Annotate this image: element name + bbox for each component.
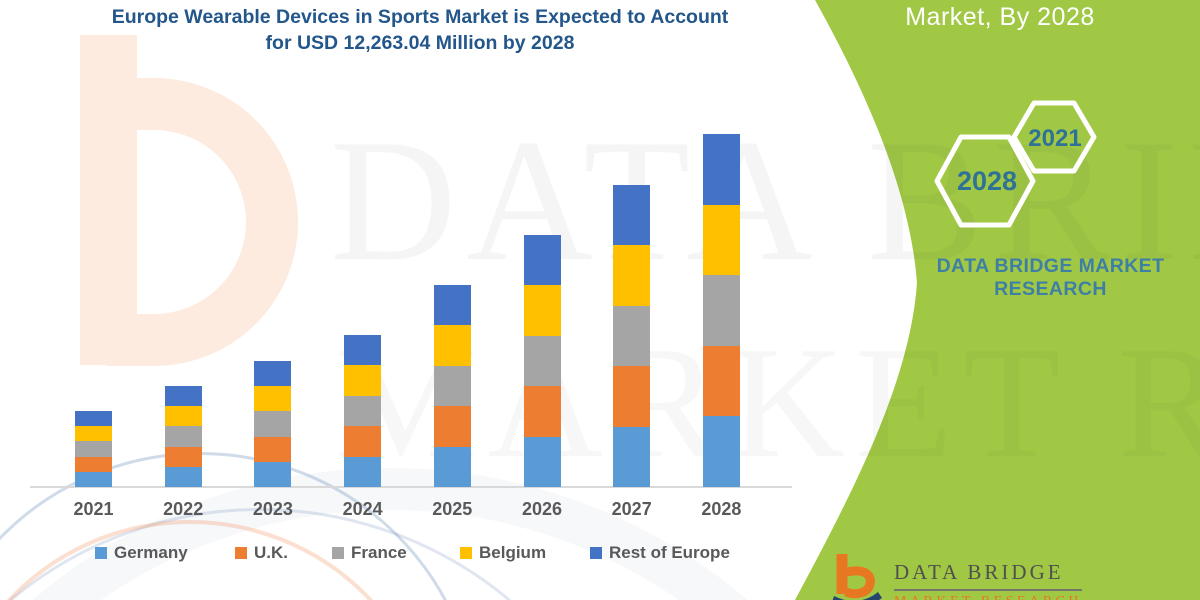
bar-segment-2027-belgium bbox=[613, 245, 651, 306]
bar-segment-2022-germany bbox=[164, 466, 202, 487]
bar-2021 bbox=[75, 411, 112, 487]
bar-segment-2027-germany bbox=[613, 426, 651, 487]
footer-brand-sub: MARKET RESEARCH bbox=[894, 594, 1082, 600]
bar-segment-2028-rest-of-europe bbox=[702, 134, 740, 205]
bar-segment-2026-belgium bbox=[523, 285, 561, 336]
bar-segment-2021-u-k- bbox=[75, 456, 112, 472]
bar-segment-2026-germany bbox=[523, 436, 561, 487]
legend-item-france: France bbox=[332, 543, 407, 563]
bar-2028 bbox=[702, 134, 740, 487]
bar-segment-2022-u-k- bbox=[164, 446, 202, 467]
footer-brand-textbox: DATA BRIDGE MARKET RESEARCH bbox=[894, 560, 1082, 600]
legend-label: Rest of Europe bbox=[609, 543, 730, 562]
data-bridge-logo-icon bbox=[832, 554, 882, 600]
legend-item-u-k-: U.K. bbox=[235, 543, 288, 563]
x-axis-line bbox=[30, 486, 792, 488]
chart-title-line1: Europe Wearable Devices in Sports Market… bbox=[111, 6, 729, 28]
bar-segment-2027-rest-of-europe bbox=[613, 185, 651, 246]
bar-2027 bbox=[613, 185, 651, 487]
bar-segment-2024-france bbox=[344, 395, 382, 427]
bar-segment-2027-u-k- bbox=[613, 366, 651, 427]
legend-swatch-icon bbox=[590, 547, 602, 559]
bar-segment-2025-u-k- bbox=[433, 406, 471, 447]
chart-legend: Germany U.K. France Belgium Rest of Europe bbox=[0, 543, 800, 567]
x-axis-label-2028: 2028 bbox=[701, 499, 742, 519]
bar-2026 bbox=[523, 235, 561, 487]
bar-segment-2023-germany bbox=[254, 461, 292, 487]
x-axis-label-2022: 2022 bbox=[163, 499, 204, 519]
bar-segment-2028-belgium bbox=[702, 204, 740, 276]
bar-segment-2023-rest-of-europe bbox=[254, 361, 292, 387]
green-panel-path bbox=[795, 0, 1200, 600]
bar-segment-2022-belgium bbox=[164, 406, 202, 427]
bar-segment-2024-belgium bbox=[344, 365, 382, 396]
bar-segment-2028-u-k- bbox=[702, 345, 740, 417]
bar-segment-2021-germany bbox=[75, 471, 112, 487]
x-axis-label-2027: 2027 bbox=[611, 499, 652, 519]
bar-segment-2021-france bbox=[75, 441, 112, 457]
bar-segment-2025-germany bbox=[433, 446, 471, 487]
footer-brand: DATA BRIDGE MARKET RESEARCH bbox=[832, 552, 1082, 600]
legend-label: Belgium bbox=[479, 543, 547, 562]
bar-segment-2025-rest-of-europe bbox=[433, 285, 471, 326]
bar-segment-2025-belgium bbox=[433, 325, 471, 366]
bar-2022 bbox=[164, 386, 202, 487]
footer-brand-name: DATA BRIDGE bbox=[894, 560, 1082, 591]
chart-title-line2: for USD 12,263.04 Million by 2028 bbox=[265, 32, 575, 54]
legend-label: U.K. bbox=[254, 543, 288, 562]
bar-segment-2021-rest-of-europe bbox=[75, 411, 112, 427]
bar-segment-2024-rest-of-europe bbox=[344, 335, 382, 366]
bar-segment-2024-u-k- bbox=[344, 426, 382, 457]
bar-segment-2028-france bbox=[702, 275, 740, 346]
chart-title: Europe Wearable Devices in Sports Market… bbox=[40, 4, 800, 56]
bar-segment-2028-germany bbox=[702, 416, 740, 487]
logo-swoosh bbox=[832, 592, 882, 600]
bar-2024 bbox=[344, 335, 382, 487]
bar-segment-2022-france bbox=[164, 426, 202, 447]
x-axis-label-2023: 2023 bbox=[252, 499, 293, 519]
x-axis-label-2021: 2021 bbox=[73, 499, 114, 519]
legend-swatch-icon bbox=[95, 547, 107, 559]
legend-item-belgium: Belgium bbox=[460, 543, 546, 563]
bar-segment-2025-france bbox=[433, 365, 471, 407]
legend-swatch-icon bbox=[332, 547, 344, 559]
logo-b-bowl bbox=[844, 566, 875, 599]
legend-item-germany: Germany bbox=[95, 543, 188, 563]
x-axis-label-2026: 2026 bbox=[521, 499, 563, 519]
bar-segment-2026-france bbox=[523, 335, 561, 387]
bar-segment-2023-u-k- bbox=[254, 436, 292, 462]
legend-swatch-icon bbox=[460, 547, 472, 559]
x-axis-label-2025: 2025 bbox=[432, 499, 473, 519]
bar-segment-2021-belgium bbox=[75, 426, 112, 442]
bar-segment-2024-germany bbox=[344, 456, 382, 487]
bar-2023 bbox=[254, 361, 292, 487]
legend-swatch-icon bbox=[235, 547, 247, 559]
bar-segment-2026-u-k- bbox=[523, 386, 561, 437]
bar-segment-2023-france bbox=[254, 411, 292, 437]
legend-item-rest-of-europe: Rest of Europe bbox=[590, 543, 730, 563]
bar-segment-2022-rest-of-europe bbox=[164, 386, 202, 407]
legend-label: France bbox=[351, 543, 407, 562]
bar-2025 bbox=[433, 285, 471, 487]
x-axis-label-2024: 2024 bbox=[342, 499, 383, 519]
bar-segment-2023-belgium bbox=[254, 386, 292, 412]
bar-segment-2026-rest-of-europe bbox=[523, 235, 561, 286]
legend-label: Germany bbox=[114, 543, 188, 562]
bar-segment-2027-france bbox=[613, 305, 651, 367]
